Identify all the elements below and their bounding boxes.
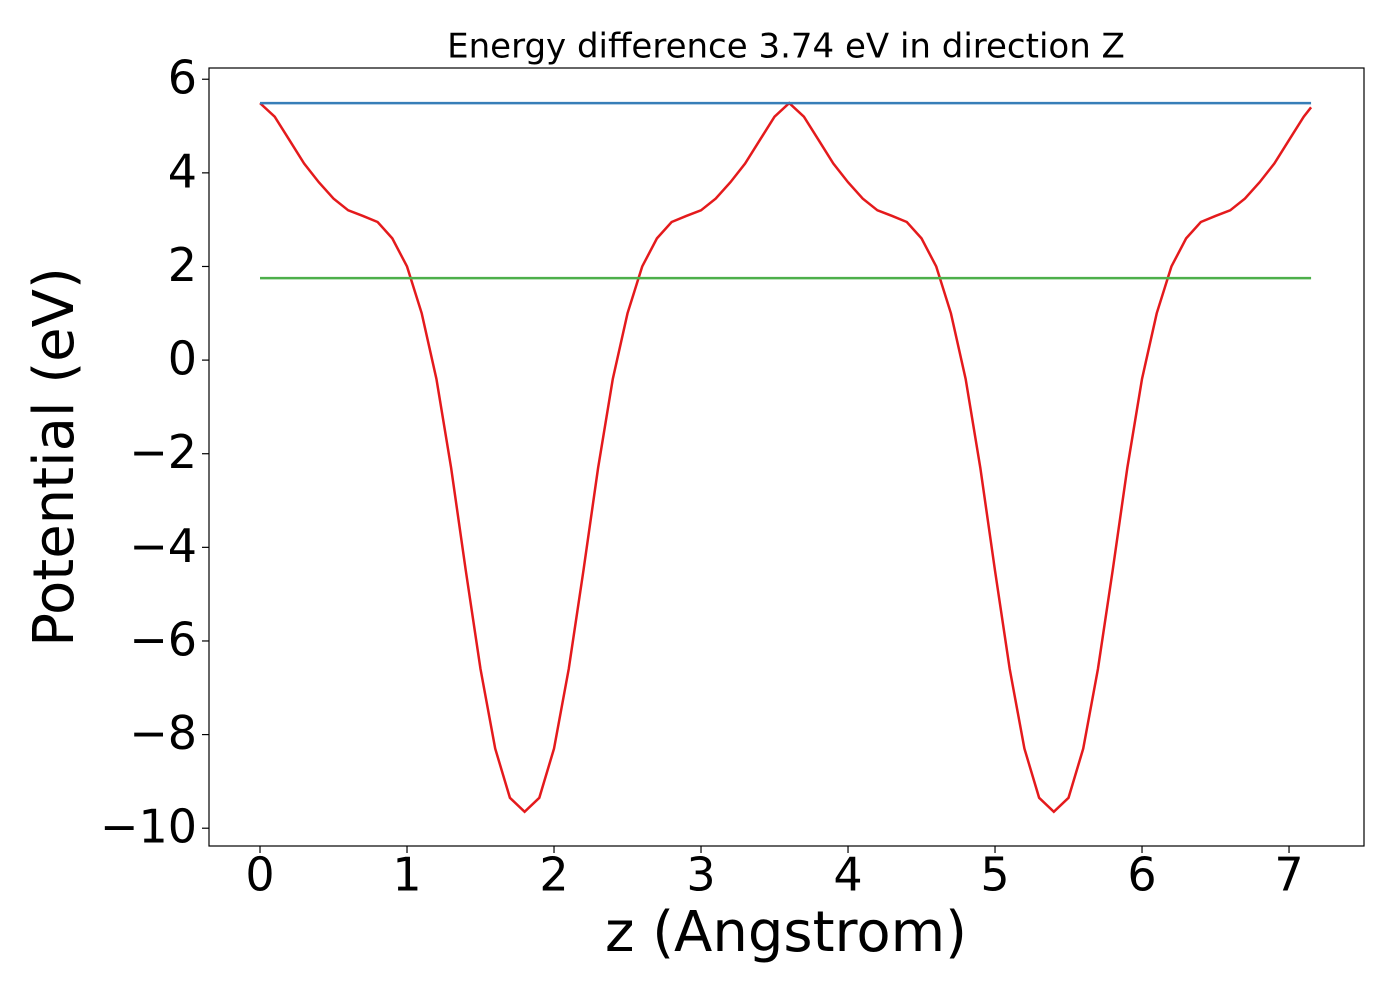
y-tick-label: −8 (129, 706, 197, 760)
chart-title: Energy difference 3.74 eV in direction Z (447, 27, 1125, 67)
data-line (259, 101, 1313, 814)
y-tick-label: −10 (100, 800, 197, 854)
y-tick-label: −2 (129, 425, 197, 479)
x-tick-label: 1 (392, 848, 421, 902)
x-tick-label: 6 (1127, 848, 1156, 902)
y-tick-label: 0 (168, 332, 197, 386)
x-tick-label: 7 (1274, 848, 1303, 902)
x-tick-label: 3 (686, 848, 715, 902)
y-axis-label: Potential (eV) (22, 267, 87, 647)
y-tick-label: 4 (168, 144, 197, 198)
x-tick-label: 4 (833, 848, 862, 902)
y-tick-label: −6 (129, 612, 197, 666)
x-axis-label: z (Angstrom) (605, 900, 967, 965)
x-tick-label: 0 (245, 848, 274, 902)
y-tick-label: 2 (168, 238, 197, 292)
x-tick-label: 2 (539, 848, 568, 902)
y-tick-label: 6 (168, 51, 197, 105)
y-tick-label: −4 (129, 519, 197, 573)
x-tick-label: 5 (980, 848, 1009, 902)
plot-frame (208, 67, 1365, 847)
